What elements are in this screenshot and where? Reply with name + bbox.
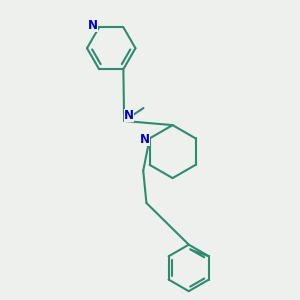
Text: N: N	[88, 19, 98, 32]
Text: N: N	[140, 134, 150, 146]
Text: N: N	[124, 109, 134, 122]
